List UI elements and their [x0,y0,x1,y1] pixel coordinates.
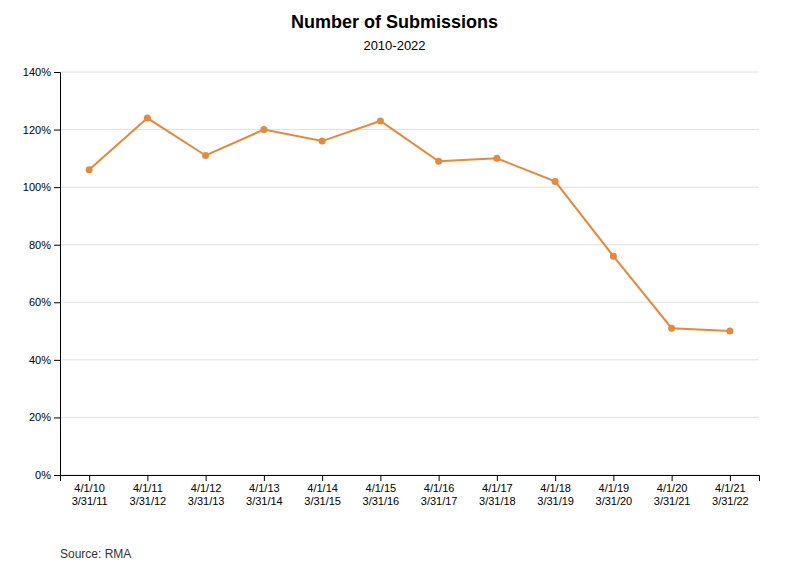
grid-line [60,359,759,360]
y-axis-line [54,73,61,476]
y-tick-mark [54,302,60,303]
x-tick-mark [439,475,440,481]
y-tick-label: 20% [29,411,51,423]
plot: 0%20%40%60%80%100%120%140%4/1/103/31/114… [23,66,760,507]
x-tick-label: 4/1/113/31/12 [130,482,167,507]
x-axis: 4/1/103/31/11 4/1/113/31/12 4/1/123/31/13 4… [61,475,760,507]
y-tick: 60% [29,296,60,308]
x-tick: 4/1/103/31/11 [72,475,108,507]
y-tick-mark [54,187,60,188]
point [319,138,326,145]
point [610,253,617,260]
title: Number of Submissions [291,12,498,32]
y-tick-mark [54,72,60,73]
x-tick-label: 4/1/193/31/20 [596,482,633,507]
annotation: Source: RMA [60,547,131,561]
x-axis-line [61,476,760,482]
line [89,118,730,331]
x-tick-label: 4/1/153/31/16 [363,482,400,507]
x-tick-label: 4/1/183/31/19 [537,482,574,507]
x-tick: 4/1/123/31/13 [188,475,225,507]
y-tick: 80% [29,239,60,251]
y-axis: 0% 20% 40% 60% 80% 100% 120% 140% [23,66,61,481]
y-tick-label: 120% [23,124,51,136]
x-tick-label: 4/1/203/31/21 [654,482,691,507]
x-tick: 4/1/153/31/16 [363,475,400,507]
y-tick-label: 100% [23,181,51,193]
x-tick-label: 4/1/143/31/15 [304,482,341,507]
y-tick-mark [54,245,60,246]
x-tick-mark [613,475,614,481]
x-tick-mark [497,475,498,481]
y-tick: 20% [29,411,60,423]
x-tick-label: 4/1/123/31/13 [188,482,225,507]
x-tick: 4/1/183/31/19 [537,475,574,507]
y-tick: 120% [23,124,60,136]
y-tick-mark [54,417,60,418]
x-tick-label: 4/1/163/31/17 [421,482,458,507]
y-tick: 100% [23,181,60,193]
grid-line [60,417,759,418]
x-tick-mark [730,475,731,481]
x-tick-mark [322,475,323,481]
marks [86,115,734,335]
point [435,158,442,165]
y-tick-mark [54,475,60,476]
point [493,155,500,162]
x-tick-mark [555,475,556,481]
grid-line [60,187,759,188]
grid [60,72,759,475]
y-tick: 140% [23,66,60,78]
chart: Number of Submissions 2010-2022 0% 20% 40% 60… [0,0,789,570]
y-tick: 40% [29,354,60,366]
x-tick: 4/1/143/31/15 [304,475,341,507]
x-tick-mark [89,475,90,481]
x-tick: 4/1/113/31/12 [130,475,167,507]
x-tick: 4/1/173/31/18 [479,475,516,507]
y-tick-label: 80% [29,239,51,251]
point [726,328,733,335]
x-tick-mark [264,475,265,481]
y-tick: 0% [35,469,60,481]
x-tick-mark [206,475,207,481]
y-tick-label: 0% [35,469,51,481]
x-tick-mark [672,475,673,481]
point [668,325,675,332]
point [86,166,93,173]
y-tick-label: 140% [23,66,51,78]
x-tick: 4/1/203/31/21 [654,475,691,507]
x-tick-label: 4/1/173/31/18 [479,482,516,507]
y-tick-label: 60% [29,296,51,308]
x-tick: 4/1/163/31/17 [421,475,458,507]
x-tick-label: 4/1/133/31/14 [246,482,283,507]
point [377,117,384,124]
y-tick-label: 40% [29,354,51,366]
x-tick-label: 4/1/103/31/11 [72,482,108,507]
point [552,178,559,185]
point [202,152,209,159]
x-tick: 4/1/193/31/20 [596,475,633,507]
y-tick-mark [54,360,60,361]
point [144,115,151,122]
y-tick-mark [54,130,60,131]
grid-line [60,72,759,73]
point [260,126,267,133]
x-tick-mark [147,475,148,481]
subtitle: 2010-2022 [363,38,425,53]
grid-line [60,302,759,303]
grid-line [60,244,759,245]
x-tick: 4/1/213/31/22 [712,475,749,507]
x-tick: 4/1/133/31/14 [246,475,283,507]
x-tick-mark [380,475,381,481]
x-tick-label: 4/1/213/31/22 [712,482,749,507]
